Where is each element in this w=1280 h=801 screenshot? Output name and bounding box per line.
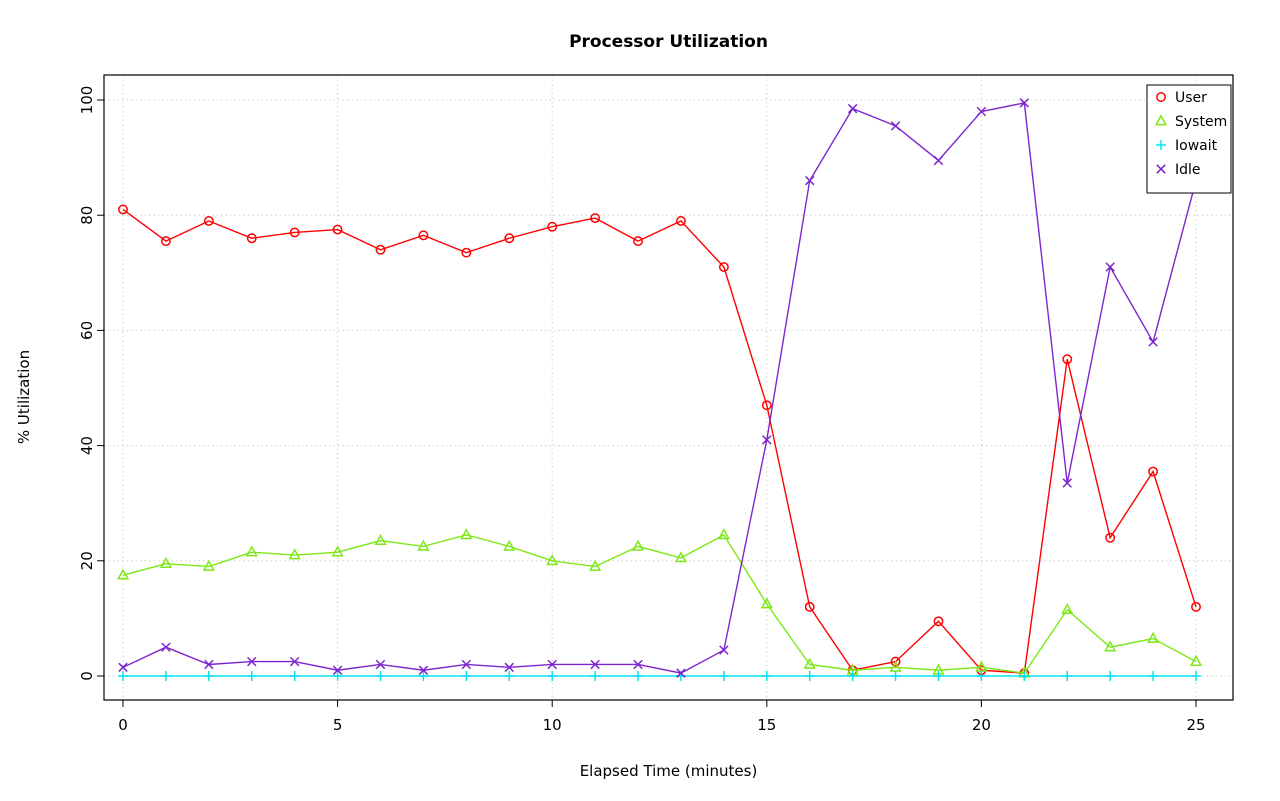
legend-label: Iowait (1175, 138, 1218, 154)
series-idle (118, 98, 1201, 678)
x-tick-label: 0 (118, 716, 128, 734)
y-tick-label: 0 (78, 671, 96, 681)
series-user (118, 204, 1201, 679)
legend-label: System (1175, 114, 1227, 130)
y-tick-label: 80 (78, 206, 96, 225)
y-tick-label: 20 (78, 551, 96, 570)
legend-box (1146, 84, 1232, 194)
series-system (116, 528, 1203, 678)
y-tick-label: 40 (78, 436, 96, 455)
x-axis-label: Elapsed Time (minutes) (579, 762, 758, 780)
x-tick-label: 25 (1186, 716, 1205, 734)
plot-frame (103, 74, 1234, 701)
series-iowait (118, 671, 1201, 681)
chart-title: Processor Utilization (569, 32, 768, 52)
x-tick-label: 20 (972, 716, 991, 734)
legend: User System Iowait Idle (1146, 84, 1232, 194)
legend-label: Idle (1175, 162, 1201, 178)
x-tick-label: 15 (757, 716, 776, 734)
x-axis: 0 5 10 15 20 25 (118, 700, 1206, 734)
x-tick-label: 10 (543, 716, 562, 734)
y-tick-label: 100 (78, 86, 96, 115)
legend-label: User (1175, 90, 1207, 106)
y-axis: 0 20 40 60 80 100 (78, 86, 104, 681)
y-axis-label: % Utilization (15, 349, 33, 445)
y-tick-label: 60 (78, 321, 96, 340)
x-tick-label: 5 (333, 716, 343, 734)
